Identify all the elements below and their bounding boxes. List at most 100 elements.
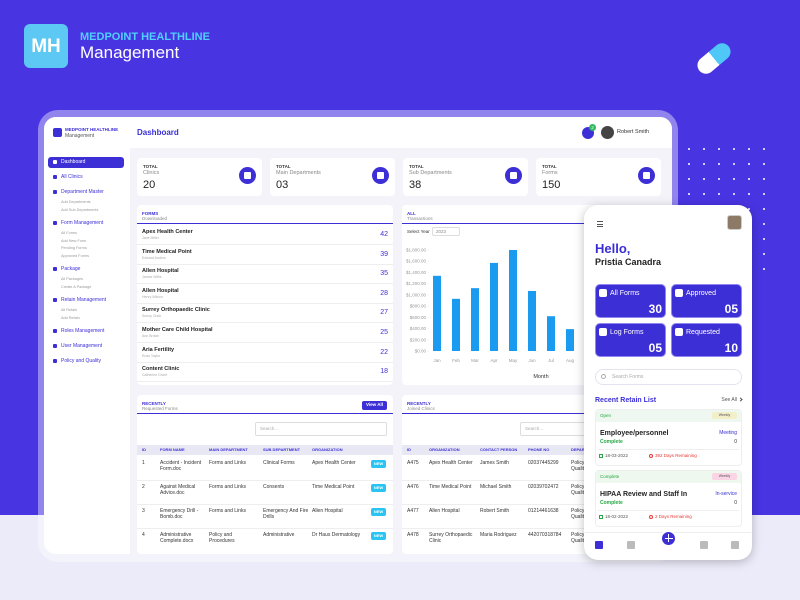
status-badge	[371, 532, 386, 540]
row-separator	[137, 504, 393, 505]
sidebar-subitem[interactable]: Create A Package	[61, 284, 92, 289]
table-cell: Forms and Links	[209, 460, 246, 466]
clock-icon	[649, 515, 653, 519]
dot	[688, 178, 690, 180]
status-label: NEW	[373, 485, 384, 490]
sidebar-subitem[interactable]: All Retain	[61, 308, 78, 312]
nav-icon[interactable]	[700, 541, 708, 549]
sidebar-subitem[interactable]: All Forms	[61, 231, 78, 235]
sidebar-item[interactable]: User Management	[61, 343, 103, 349]
table-header	[137, 445, 393, 455]
sidebar-subitem[interactable]: Add Sub Departments	[61, 207, 99, 212]
y-tick-label: $1,600.00	[406, 259, 427, 264]
card-value: 30	[648, 302, 662, 316]
greeting: Hello,	[595, 241, 631, 256]
form-count: 18	[380, 368, 388, 376]
sidebar-item[interactable]: Package	[61, 266, 81, 272]
table-cell: Robert Smith	[480, 508, 510, 514]
search-box[interactable]	[255, 422, 387, 436]
nav-icon[interactable]	[731, 541, 739, 549]
row-separator	[137, 283, 393, 284]
retain-type: Meeting	[719, 430, 737, 436]
sidebar-subitem[interactable]: All Packages	[61, 277, 83, 281]
row-separator	[598, 510, 739, 511]
chart: $0.00 $200.00 $400.00 $600.00 $800.00 $1,000.…	[406, 248, 575, 381]
card-value: 05	[648, 341, 662, 355]
year-value: 2023	[436, 228, 447, 234]
card-label: Approved	[686, 290, 716, 297]
button-label[interactable]: View All	[365, 402, 384, 407]
sidebar-item[interactable]: Roles Management	[61, 328, 105, 334]
bar	[452, 298, 460, 351]
x-tick-label: Jun	[528, 358, 536, 363]
form-person: Edward Anders	[142, 255, 166, 260]
sidebar-subitem[interactable]: Add Retain	[61, 315, 80, 320]
stat-icon-glyph	[244, 172, 251, 179]
retain-type: In-service	[715, 491, 737, 497]
sidebar-subitem[interactable]: Approved Forms	[61, 253, 90, 258]
column-header: MAIN DEPARTMENT	[209, 447, 248, 452]
table-cell: Allen Hospital	[312, 508, 343, 514]
form-name: Allen Hospital	[142, 268, 179, 275]
panel-underline	[137, 223, 393, 224]
dot	[763, 253, 765, 255]
row-separator	[137, 342, 393, 343]
brand-initials: MH	[31, 36, 61, 57]
stat-icon-glyph	[643, 172, 650, 179]
dot	[718, 163, 720, 165]
retain-status: Complete	[600, 474, 620, 479]
bar	[547, 316, 555, 351]
sidebar-item[interactable]: Retain Management	[61, 297, 107, 303]
sidebar-item[interactable]: Policy and Quality	[61, 358, 102, 364]
year-select[interactable]	[432, 227, 460, 236]
row-separator	[137, 302, 393, 304]
sidebar-icon	[53, 329, 57, 333]
view-all-button[interactable]	[362, 401, 387, 410]
table-cell: A477	[407, 508, 419, 514]
form-person: Henry Wilson	[142, 294, 163, 299]
sidebar-subitem[interactable]: Add New Form	[61, 238, 87, 243]
sidebar-item[interactable]: Department Master	[61, 189, 104, 195]
form-person: Sunny Clark	[142, 314, 162, 319]
calendar-icon	[599, 454, 603, 458]
retain-status: Open	[600, 413, 612, 418]
x-tick-label: May	[509, 358, 518, 363]
phone-search[interactable]	[595, 369, 742, 385]
sidebar-item[interactable]: Dashboard	[61, 159, 86, 165]
user-name[interactable]: Robert Smith	[617, 129, 650, 135]
nav-icon[interactable]	[627, 541, 635, 549]
panel-label: RECENTLY	[407, 401, 431, 406]
nav-icon[interactable]	[595, 541, 603, 549]
sidebar-subitem[interactable]: Add Departments	[61, 200, 91, 204]
sidebar-item[interactable]: All Clinics	[61, 174, 83, 180]
table-cell: Administrative Complete.docx	[160, 532, 194, 545]
sidebar-subitem[interactable]: Pending Forms	[61, 246, 87, 250]
stat-name: Sub Departments	[409, 170, 452, 176]
card-icon	[599, 289, 607, 297]
bar	[433, 275, 441, 351]
stat-label: TOTAL	[409, 164, 424, 169]
table-cell: Allen Hospital	[429, 508, 460, 514]
see-all[interactable]: See All	[721, 397, 737, 403]
sidebar	[44, 117, 130, 554]
sidebar-item[interactable]: Form Management	[61, 220, 104, 226]
status-label: NEW	[373, 509, 384, 514]
dot	[703, 193, 705, 195]
calendar-icon	[599, 515, 603, 519]
retain-date: 18-02-2022	[605, 514, 629, 519]
table-cell: Administrative	[263, 532, 295, 538]
status-band	[596, 410, 741, 422]
y-tick-label: $1,200.00	[406, 281, 427, 286]
table-cell: 02039702472	[528, 484, 559, 490]
dot	[763, 193, 765, 195]
form-name: Time Medical Point	[142, 248, 192, 255]
header-title: Dashboard	[137, 128, 179, 137]
form-person: Ross Taylor	[142, 353, 161, 358]
table-cell: Policy and Quality	[571, 460, 595, 473]
stat-value: 20	[143, 179, 156, 191]
table-cell: Emergency And Fire Drills	[263, 508, 309, 521]
header	[130, 117, 672, 148]
bar	[566, 329, 574, 351]
x-axis-label: Month	[533, 374, 548, 380]
